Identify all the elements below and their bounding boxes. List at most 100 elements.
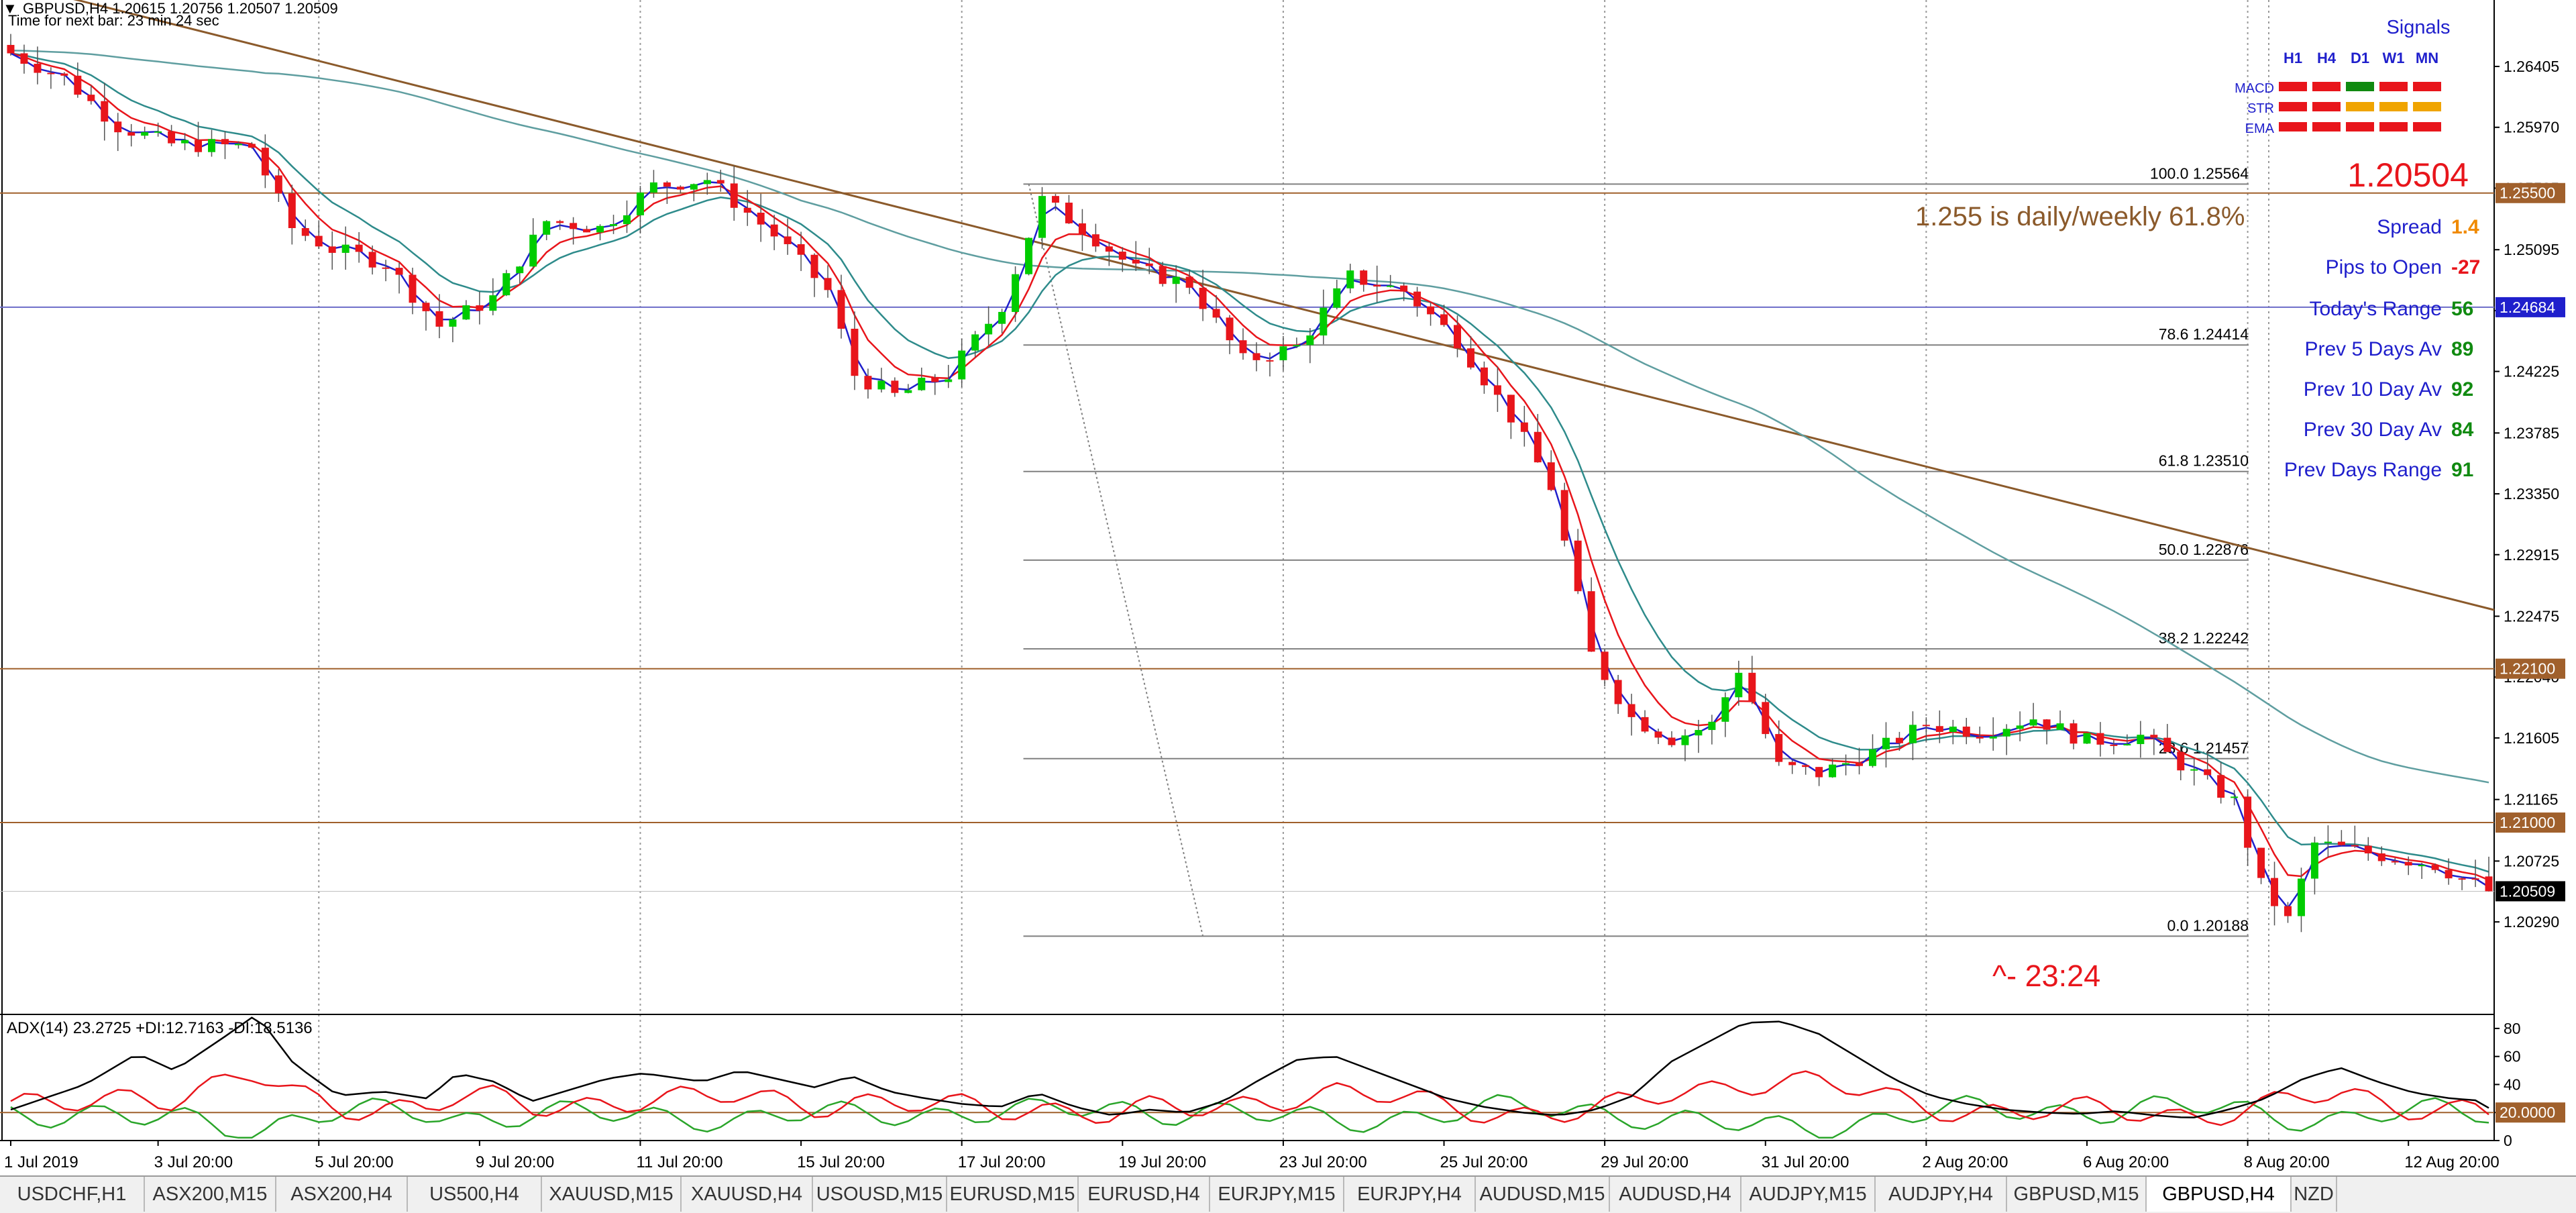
candle-body xyxy=(355,244,363,252)
candle-body xyxy=(676,187,684,190)
time-tick-label: 3 Jul 20:00 xyxy=(154,1153,233,1171)
candle-body xyxy=(1507,394,1515,423)
candle-body xyxy=(101,101,109,122)
symbol-tab[interactable]: XAUUSD,H4 xyxy=(682,1177,813,1212)
candle-body xyxy=(971,334,979,351)
candle-body xyxy=(462,305,470,320)
candle-body xyxy=(114,121,122,133)
symbol-tab[interactable]: EURUSD,M15 xyxy=(947,1177,1079,1212)
price-level-tag-label: 1.25500 xyxy=(2500,184,2555,202)
fib-level-label: 100.0 1.25564 xyxy=(2150,164,2249,182)
candle-body xyxy=(596,225,604,233)
symbol-tab[interactable]: GBPUSD,M15 xyxy=(2007,1177,2147,1212)
candle-body xyxy=(2150,735,2158,738)
candle-body xyxy=(1306,335,1314,346)
candle-body xyxy=(1480,367,1488,386)
symbol-tab[interactable]: XAUUSD,M15 xyxy=(542,1177,682,1212)
symbol-info: GBPUSD,H4 1.20615 1.20756 1.20507 1.2050… xyxy=(23,0,338,17)
candle-body xyxy=(2137,735,2145,745)
signal-cell xyxy=(2379,102,2408,111)
candle-body xyxy=(1266,360,1274,362)
symbol-tab[interactable]: EURJPY,M15 xyxy=(1210,1177,1344,1212)
candle-body xyxy=(60,73,68,76)
adx-tick-label: 60 xyxy=(2504,1048,2521,1065)
price-tick-label: 1.25970 xyxy=(2504,119,2559,136)
candle-body xyxy=(1212,309,1220,318)
price-axis: 1.264051.259701.255351.250951.246601.242… xyxy=(2494,58,2565,931)
symbol-tab[interactable]: NZD xyxy=(2292,1177,2337,1212)
candle-body xyxy=(2083,733,2091,744)
symbol-tab[interactable]: US500,H4 xyxy=(408,1177,542,1212)
candle-body xyxy=(1775,734,1783,762)
candle-body xyxy=(1132,259,1140,264)
candle-body xyxy=(2445,869,2453,879)
chart-background xyxy=(0,0,2576,1175)
symbol-tab[interactable]: ASX200,M15 xyxy=(145,1177,276,1212)
symbol-tab[interactable]: USOUSD,M15 xyxy=(813,1177,947,1212)
symbol-tab[interactable]: AUDUSD,H4 xyxy=(1610,1177,1741,1212)
candle-body xyxy=(2391,861,2399,863)
candle-body xyxy=(2204,769,2212,776)
symbol-tab[interactable]: AUDJPY,M15 xyxy=(1741,1177,1876,1212)
candle-body xyxy=(1466,348,1474,368)
candle-body xyxy=(730,183,738,208)
horizontal-levels xyxy=(0,192,2494,892)
candle-body xyxy=(1976,737,1984,739)
symbol-tab[interactable]: EURJPY,H4 xyxy=(1344,1177,1476,1212)
candle-body xyxy=(529,234,537,267)
adx-line xyxy=(10,1016,2489,1118)
candle-body xyxy=(476,305,484,311)
signal-cell xyxy=(2312,82,2341,91)
adx-level-tag xyxy=(2496,1102,2565,1123)
symbol-tab[interactable]: ASX200,H4 xyxy=(276,1177,408,1212)
candle-body xyxy=(1587,591,1595,652)
trendline-layer[interactable] xyxy=(11,0,2495,611)
adx-tick-label: 40 xyxy=(2504,1075,2521,1093)
symbol-tab[interactable]: USDCHF,H1 xyxy=(0,1177,145,1212)
price-tick-label: 1.22915 xyxy=(2504,546,2559,564)
candle-body xyxy=(2231,796,2239,798)
candle-body xyxy=(409,274,417,303)
candle-body xyxy=(181,140,189,144)
candle-body xyxy=(1065,203,1073,223)
signal-row-label: EMA xyxy=(2245,121,2275,136)
stat-value: 1.4 xyxy=(2451,216,2479,238)
candle-body xyxy=(1748,672,1756,702)
candle-body xyxy=(877,380,885,390)
candle-body xyxy=(274,175,282,194)
current-price: 1.20504 xyxy=(2347,156,2469,194)
candle-body xyxy=(985,323,993,335)
stat-label: Pips to Open xyxy=(2326,256,2442,278)
candle-body xyxy=(958,350,966,380)
symbol-tab[interactable]: GBPUSD,H4 xyxy=(2147,1177,2292,1212)
candle-body xyxy=(1721,697,1729,722)
price-chart[interactable]: 100.0 1.25564 78.6 1.24414 61.8 1.23510 50.… xyxy=(0,0,2576,1175)
time-tick-label: 9 Jul 20:00 xyxy=(476,1153,554,1171)
candle-body xyxy=(1333,288,1341,308)
signal-cell xyxy=(2279,102,2307,111)
symbol-tab[interactable]: AUDUSD,M15 xyxy=(1476,1177,1610,1212)
signal-column-header: MN xyxy=(2416,50,2438,66)
stat-value: 92 xyxy=(2451,378,2473,401)
candle-body xyxy=(716,180,724,184)
candle-body xyxy=(2257,847,2265,878)
window-menu-icon[interactable]: ▼ xyxy=(3,0,17,17)
symbol-tab[interactable]: EURUSD,H4 xyxy=(1079,1177,1210,1212)
candle-body xyxy=(382,267,390,269)
stat-label: Prev 10 Day Av xyxy=(2304,378,2442,401)
price-level-tag xyxy=(2496,658,2565,679)
candle-body xyxy=(1708,721,1716,731)
adx-level-tag-label: 20.0000 xyxy=(2500,1104,2555,1121)
candle-body xyxy=(998,311,1006,324)
candle-body xyxy=(449,319,457,327)
candle-body xyxy=(623,215,631,225)
candle-body xyxy=(1788,761,1796,766)
candle-body xyxy=(1668,737,1676,745)
candle-body xyxy=(1802,765,1810,768)
symbol-tab[interactable]: AUDJPY,H4 xyxy=(1876,1177,2007,1212)
candle-body xyxy=(87,95,95,101)
candle-body xyxy=(1695,730,1703,736)
candle-body xyxy=(47,72,55,74)
candle-body xyxy=(1869,749,1876,766)
candle-body xyxy=(341,244,350,253)
